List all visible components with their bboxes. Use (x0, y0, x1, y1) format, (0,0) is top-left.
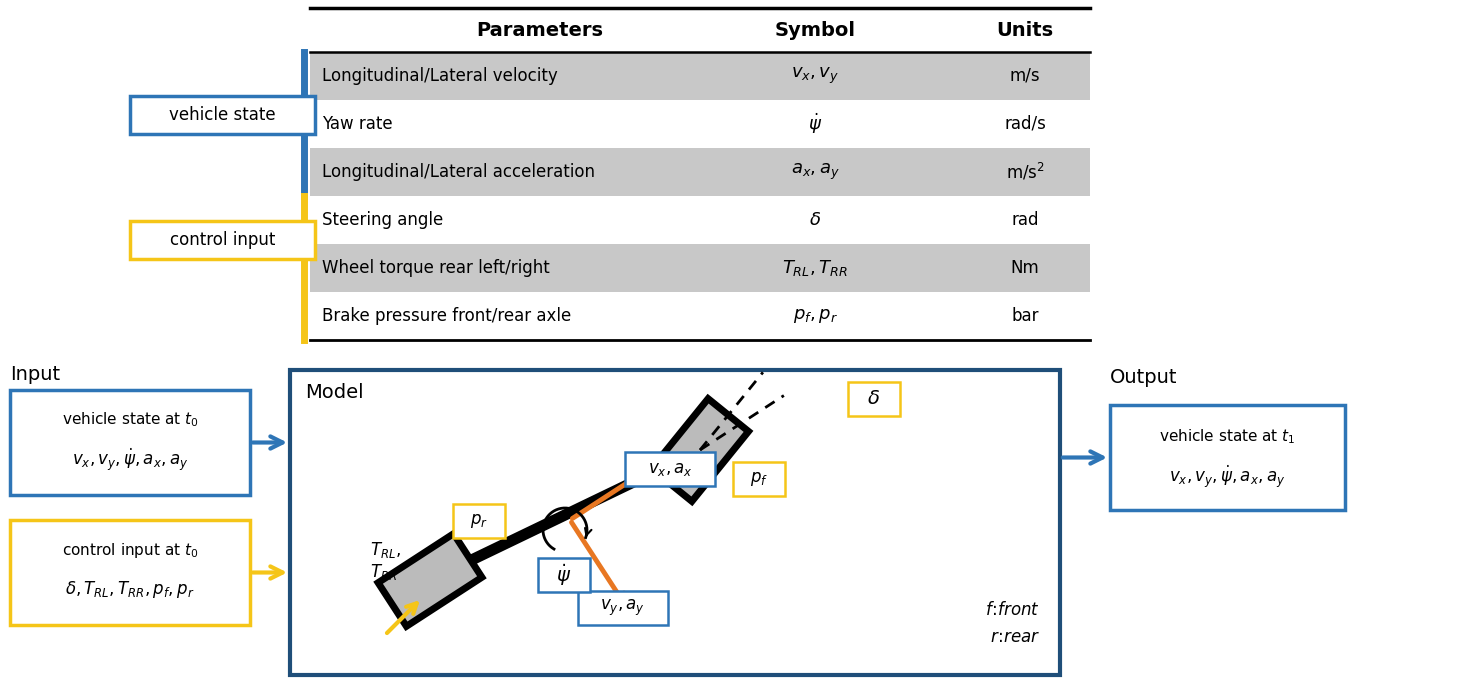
Text: Parameters: Parameters (477, 21, 603, 39)
Text: $a_x,a_y$: $a_x,a_y$ (791, 162, 840, 182)
Text: $v_y, a_y$: $v_y, a_y$ (600, 598, 646, 619)
Bar (130, 221, 315, 259)
Text: $\dot{\psi}$: $\dot{\psi}$ (557, 562, 572, 588)
Text: vehicle state at $t_1$: vehicle state at $t_1$ (1160, 428, 1296, 447)
Bar (1109, 405, 1345, 510)
Text: rad/s: rad/s (1004, 115, 1046, 133)
Text: Yaw rate: Yaw rate (321, 115, 392, 133)
Text: Wheel torque rear left/right: Wheel torque rear left/right (321, 259, 549, 277)
Text: Units: Units (997, 21, 1053, 39)
Text: vehicle state: vehicle state (169, 106, 275, 124)
Bar (310, 244, 1090, 292)
Bar (625, 452, 715, 486)
Text: control input at $t_0$: control input at $t_0$ (62, 541, 198, 559)
Text: $v_x,v_y$: $v_x,v_y$ (791, 66, 840, 86)
Bar (10, 390, 250, 495)
Text: $\dot{\psi}$: $\dot{\psi}$ (809, 112, 822, 136)
Bar (10, 520, 250, 625)
Text: vehicle state at $t_0$: vehicle state at $t_0$ (62, 411, 198, 429)
Bar (290, 370, 1060, 675)
Text: $v_x, a_x$: $v_x, a_x$ (647, 460, 693, 478)
Bar (310, 148, 1090, 196)
Bar (538, 558, 589, 592)
Text: Nm: Nm (1010, 259, 1040, 277)
Text: bar: bar (1012, 307, 1038, 325)
Text: control input: control input (170, 231, 275, 249)
Text: $\delta$: $\delta$ (868, 389, 881, 409)
Bar (453, 504, 505, 538)
Text: m/s$^2$: m/s$^2$ (1006, 162, 1044, 182)
Text: $v_x, v_y, \dot{\psi}, a_x, a_y$: $v_x, v_y, \dot{\psi}, a_x, a_y$ (73, 447, 188, 473)
Text: Model: Model (305, 383, 364, 402)
Text: $r\!:\!rear$: $r\!:\!rear$ (989, 628, 1040, 646)
Text: Output: Output (1109, 368, 1177, 387)
Bar (130, 96, 315, 134)
Text: Brake pressure front/rear axle: Brake pressure front/rear axle (321, 307, 572, 325)
Bar (733, 462, 785, 496)
Polygon shape (652, 398, 748, 502)
Text: $p_f$: $p_f$ (749, 470, 769, 488)
Text: rad: rad (1012, 211, 1038, 229)
Text: Longitudinal/Lateral velocity: Longitudinal/Lateral velocity (321, 67, 558, 85)
Text: Symbol: Symbol (775, 21, 856, 39)
Bar (310, 52, 1090, 100)
Text: $p_f,p_r$: $p_f,p_r$ (792, 307, 837, 325)
Text: $\delta$: $\delta$ (809, 211, 820, 229)
Text: $p_r$: $p_r$ (469, 512, 487, 530)
Text: $T_{RL},$: $T_{RL},$ (370, 540, 401, 560)
Text: Input: Input (10, 365, 61, 384)
Text: $T_{RL},T_{RR}$: $T_{RL},T_{RR}$ (782, 258, 849, 278)
Text: $f\!:\!front$: $f\!:\!front$ (985, 601, 1040, 619)
Text: m/s: m/s (1010, 67, 1040, 85)
Text: $\delta, T_{RL}, T_{RR}, p_f, p_r$: $\delta, T_{RL}, T_{RR}, p_f, p_r$ (65, 579, 194, 601)
Text: Longitudinal/Lateral acceleration: Longitudinal/Lateral acceleration (321, 163, 595, 181)
Bar (849, 382, 900, 416)
Bar (578, 591, 668, 625)
Text: $T_{RR}$: $T_{RR}$ (370, 562, 397, 582)
Polygon shape (378, 534, 481, 626)
Text: Steering angle: Steering angle (321, 211, 443, 229)
Text: $v_x, v_y, \dot{\psi}, a_x, a_y$: $v_x, v_y, \dot{\psi}, a_x, a_y$ (1170, 464, 1286, 490)
